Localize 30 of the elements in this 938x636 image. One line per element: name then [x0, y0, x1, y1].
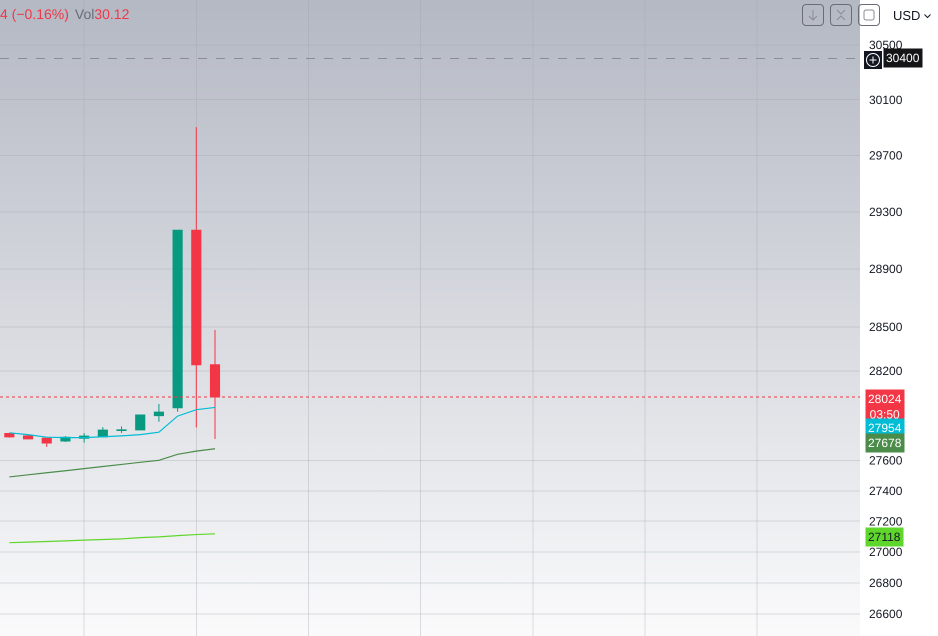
y-tick-label: 29300 [869, 204, 903, 219]
y-tick-label: 27200 [869, 514, 903, 528]
line-series [8, 448, 216, 478]
y-tick-label: 28500 [869, 320, 903, 334]
candlestick [154, 404, 164, 422]
y-tick-label: 30500 [869, 38, 903, 52]
y-tick-label: 27000 [869, 545, 903, 560]
ref-line-label: 28024 [868, 392, 902, 406]
annotation: Vol [74, 6, 94, 22]
text: 03:50 [870, 408, 900, 422]
y-tick-label: 28200 [869, 364, 903, 378]
annotation: 30.12 [94, 6, 130, 22]
text: 27118 [868, 530, 901, 544]
y-tick-label: 27400 [869, 484, 903, 498]
text: USD [893, 8, 920, 23]
candlestick [172, 230, 183, 412]
annotation: 4 (−0.16%) [0, 6, 69, 22]
y-tick-label: 30100 [869, 92, 903, 107]
line-series [8, 533, 216, 544]
y-tick-label: 28900 [869, 262, 903, 276]
text: 27954 [868, 421, 902, 435]
candlestick [42, 438, 52, 448]
ref-line-label: 30400 [886, 51, 920, 65]
candlestick [135, 414, 146, 430]
y-tick-label: 27600 [869, 454, 903, 468]
y-tick-label: 26600 [869, 607, 903, 622]
line-series [8, 406, 216, 438]
y-tick-label: 26800 [869, 576, 903, 590]
text: 27678 [868, 436, 902, 450]
y-tick-label: 29700 [869, 148, 903, 163]
